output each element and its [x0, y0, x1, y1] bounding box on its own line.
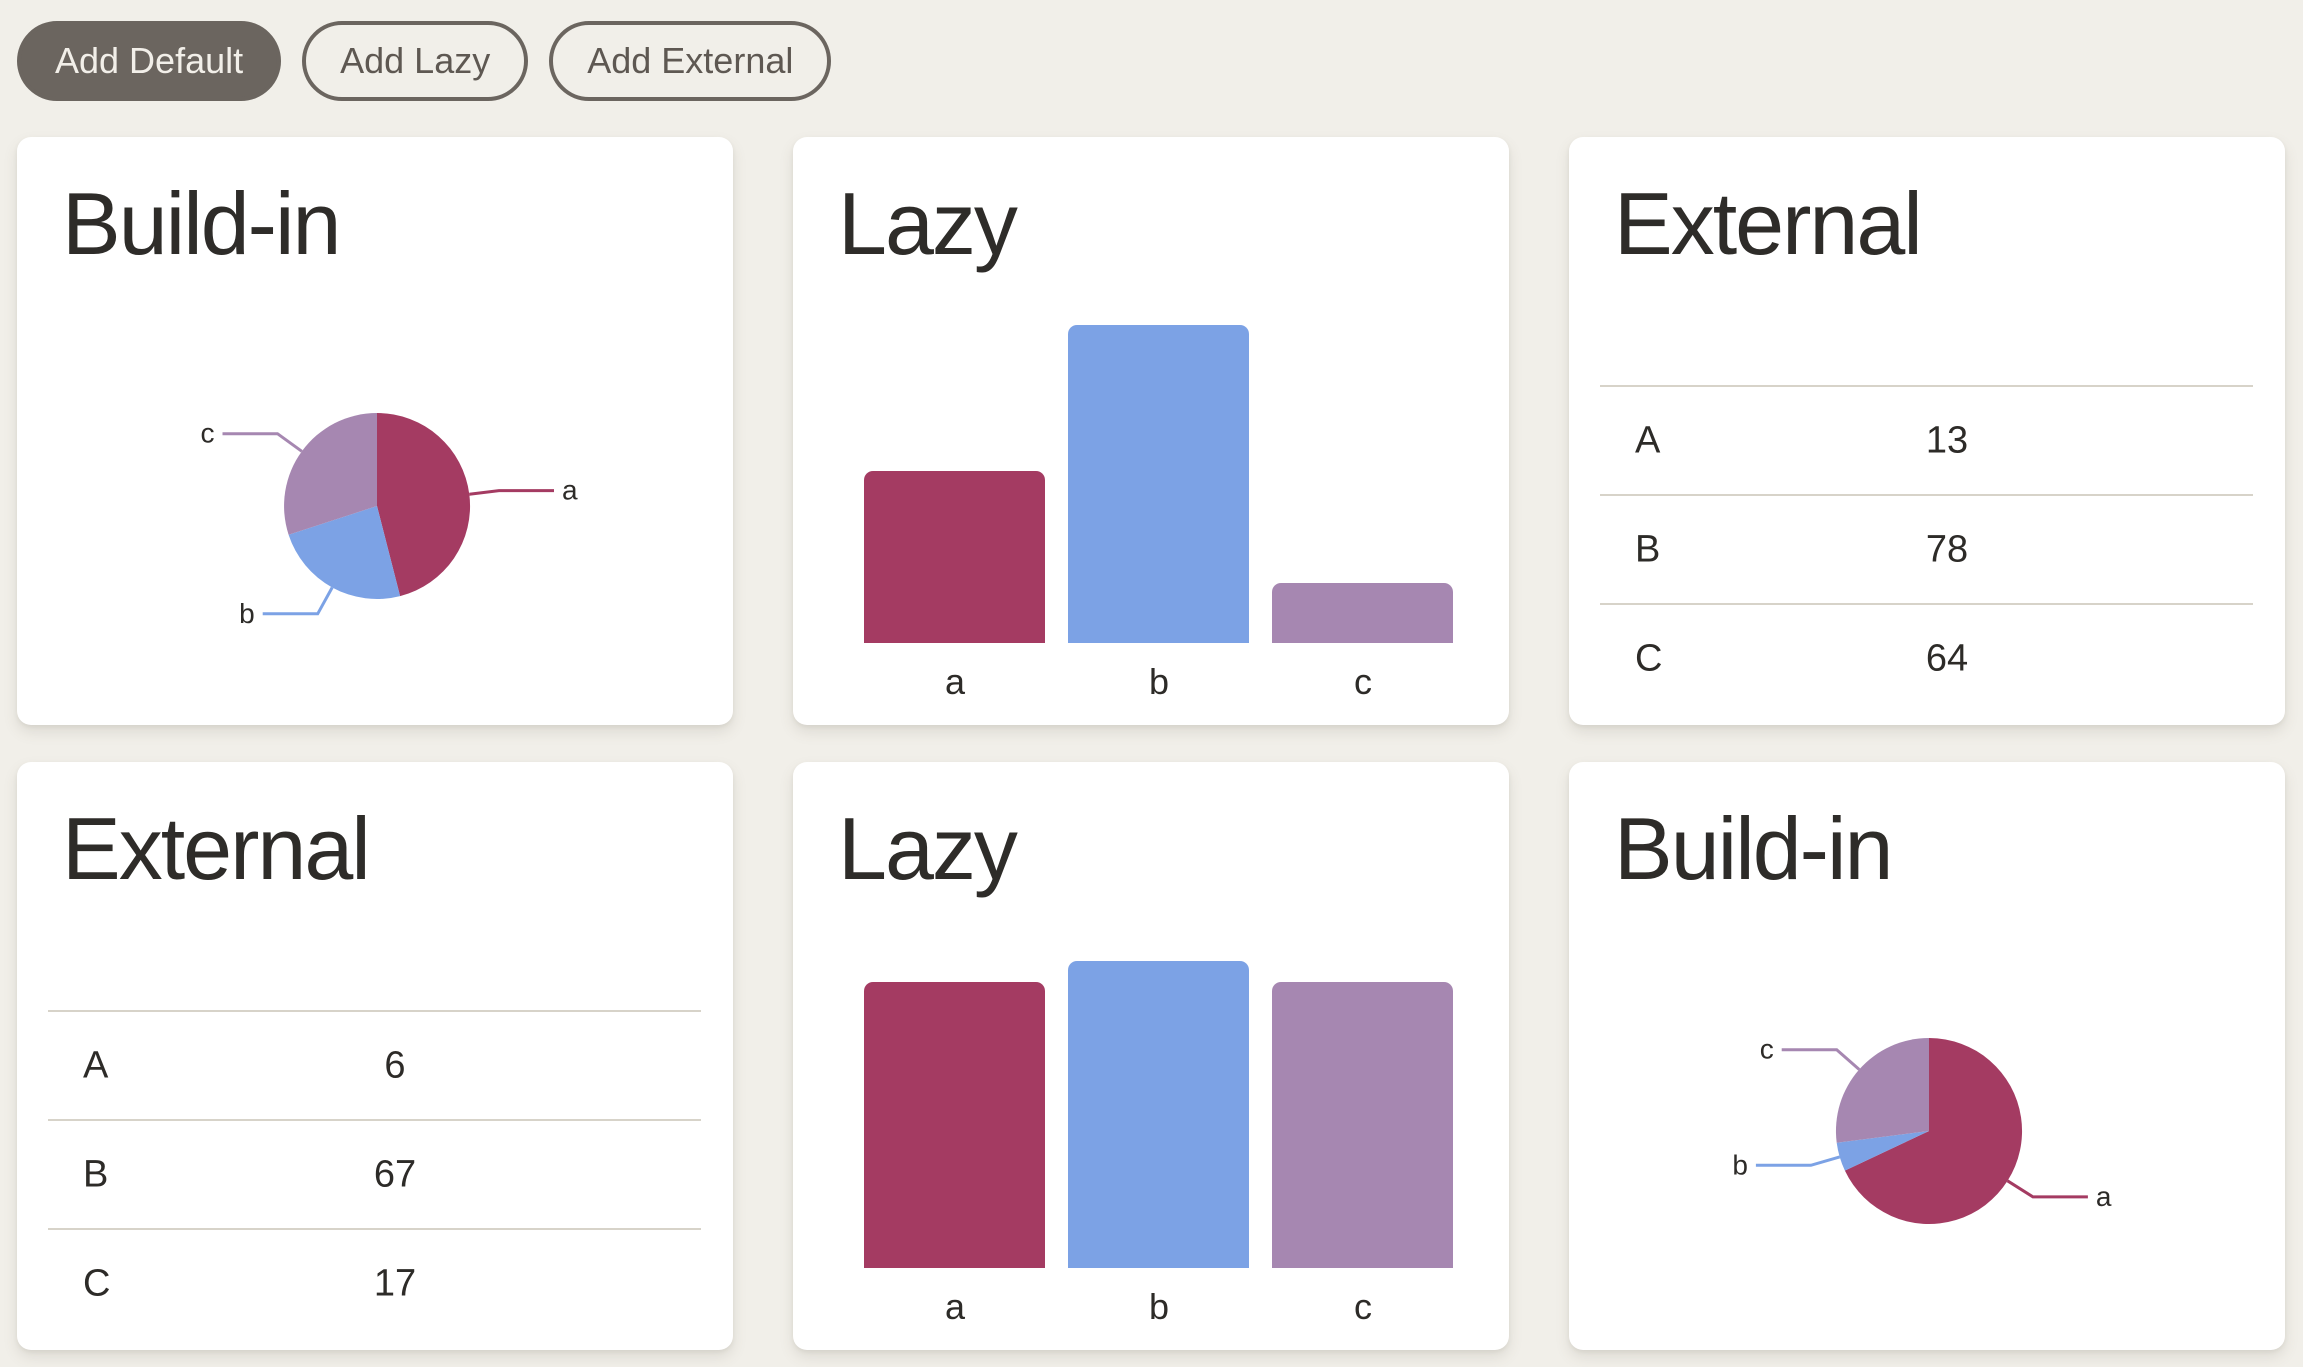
pie-slice-label: c [201, 418, 215, 449]
bar-c [1272, 982, 1453, 1268]
bar-chart [793, 137, 1509, 725]
card-external-table-1: External A 13 B 78 C 64 [1569, 137, 2285, 725]
row-value: 17 [373, 1262, 417, 1304]
card-grid: Build-in a b c Lazy a b c External A 13 B … [17, 137, 2285, 1350]
add-external-button[interactable]: Add External [549, 21, 832, 101]
table-row: B 67 [48, 1119, 701, 1228]
table-row: A 6 [48, 1010, 701, 1119]
row-label: C [1635, 637, 1663, 679]
bar-a [864, 471, 1045, 643]
table-row: C 64 [1600, 603, 2253, 712]
card-title: External [1614, 174, 1923, 273]
card-lazy-bar-1: Lazy a b c [793, 137, 1509, 725]
data-table: A 13 B 78 C 64 [1600, 385, 2253, 712]
pie-leader-line-b [262, 586, 334, 616]
pie-slice-label: b [1732, 1149, 1748, 1180]
row-value: 6 [384, 1044, 406, 1086]
card-title: Build-in [1614, 799, 1893, 898]
add-default-button[interactable]: Add Default [17, 21, 282, 101]
bar-axis-label: b [1148, 1286, 1170, 1327]
pie-leader-line-a [2006, 1179, 2088, 1199]
bar-b [1068, 961, 1249, 1268]
row-label: B [83, 1153, 109, 1195]
row-label: B [1635, 528, 1661, 570]
card-title: Lazy [838, 174, 1018, 273]
bar-axis-label: c [1354, 1286, 1372, 1327]
pie-leader-line-c [1781, 1048, 1861, 1071]
toolbar: Add Default Add Lazy Add External [17, 21, 832, 101]
card-title: Build-in [62, 174, 341, 273]
bar-c [1272, 583, 1453, 643]
bar-axis-label: a [944, 1286, 966, 1327]
pie-slice-label: c [1760, 1034, 1774, 1065]
row-value: 67 [373, 1153, 417, 1195]
row-value: 13 [1925, 419, 1969, 461]
pie-slice-c [1835, 1038, 1929, 1143]
table-row: B 78 [1600, 494, 2253, 603]
pie-slice-label: b [239, 598, 255, 629]
pie-leader-line-a [469, 489, 554, 496]
bar-b [1068, 325, 1249, 643]
row-label: A [83, 1044, 109, 1086]
card-title: Lazy [838, 799, 1018, 898]
pie-slice-label: a [2096, 1181, 2112, 1212]
pie-svg: a b c [201, 412, 578, 629]
card-lazy-bar-2: Lazy a b c [793, 762, 1509, 1350]
bar-chart [793, 762, 1509, 1350]
row-label: A [1635, 419, 1661, 461]
pie-leader-line-b [1755, 1155, 1841, 1167]
bar-axis-label: a [944, 661, 966, 702]
pie-slice-c [284, 413, 377, 535]
pie-slice-a [1844, 1038, 2023, 1224]
pie-slice-a [377, 412, 471, 597]
row-value: 78 [1925, 528, 1969, 570]
pie-slice-b [1836, 1131, 1929, 1171]
table-row: C 17 [48, 1228, 701, 1337]
card-builtin-pie-2: Build-in a b c [1569, 762, 2285, 1350]
bar-a [864, 982, 1045, 1268]
pie-slice-label: a [562, 475, 578, 506]
card-builtin-pie-1: Build-in a b c [17, 137, 733, 725]
data-table: A 6 B 67 C 17 [48, 1010, 701, 1337]
pie-svg: a b c [1732, 1034, 2112, 1224]
row-label: C [83, 1262, 111, 1304]
table-row: A 13 [1600, 385, 2253, 494]
add-lazy-button[interactable]: Add Lazy [302, 21, 529, 101]
bar-axis-label: b [1148, 661, 1170, 702]
pie-leader-line-c [222, 432, 303, 453]
pie-slice-b [288, 506, 401, 599]
row-value: 64 [1925, 637, 1969, 679]
card-title: External [62, 799, 371, 898]
card-external-table-2: External A 6 B 67 C 17 [17, 762, 733, 1350]
bar-axis-label: c [1354, 661, 1372, 702]
